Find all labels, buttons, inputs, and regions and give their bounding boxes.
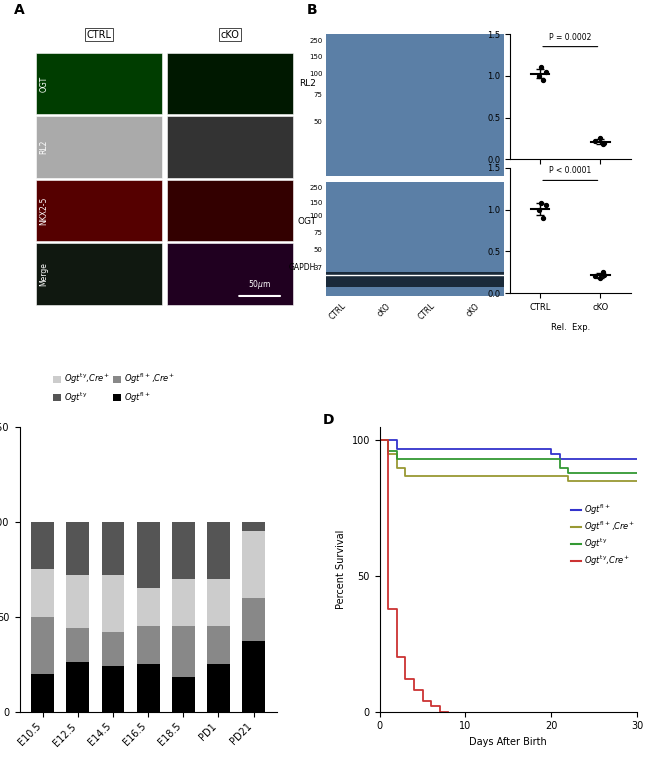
Bar	[66, 628, 89, 662]
Bar	[36, 243, 162, 304]
Point	[540, 66, 551, 78]
Text: 100: 100	[309, 71, 322, 77]
Point	[534, 204, 544, 216]
Text: CTRL: CTRL	[417, 302, 437, 322]
Legend: $\mathit{Ogt}^{\mathrm{fl+}}$, $\mathit{Ogt}^{\mathrm{fl+}}$,$\mathit{Cre}^{+}$,: $\mathit{Ogt}^{\mathrm{fl+}}$, $\mathit{…	[568, 499, 638, 571]
Point	[538, 74, 548, 86]
Bar	[172, 626, 195, 678]
Text: cKO: cKO	[376, 302, 393, 319]
Point	[599, 269, 609, 281]
Text: OGT: OGT	[40, 76, 48, 92]
Text: 50: 50	[314, 120, 322, 126]
Point	[534, 70, 544, 82]
Bar	[136, 664, 160, 712]
Text: 250: 250	[309, 38, 322, 44]
Bar	[66, 662, 89, 712]
Text: D: D	[323, 413, 335, 427]
Bar	[31, 522, 54, 569]
Bar	[66, 522, 89, 575]
Point	[536, 197, 547, 209]
Bar	[167, 180, 293, 241]
Legend: $\mathit{Ogt}^{\mathrm{ty}}$,$\mathit{Cre}^{+}$, $\mathit{Ogt}^{\mathrm{ty}}$, $: $\mathit{Ogt}^{\mathrm{ty}}$,$\mathit{Cr…	[49, 369, 178, 408]
Bar	[207, 664, 230, 712]
Bar	[242, 531, 265, 598]
Text: 150: 150	[309, 200, 322, 206]
Point	[536, 61, 547, 73]
Point	[595, 132, 605, 145]
Text: P = 0.0002: P = 0.0002	[549, 33, 592, 42]
Text: 75: 75	[314, 230, 322, 236]
Bar	[101, 522, 124, 575]
Bar	[326, 34, 504, 176]
Point	[590, 270, 601, 282]
Bar	[207, 579, 230, 626]
Bar	[207, 522, 230, 579]
Text: 250: 250	[309, 185, 322, 191]
Bar	[136, 522, 160, 588]
Text: CTRL: CTRL	[328, 302, 348, 322]
Text: P < 0.0001: P < 0.0001	[549, 167, 592, 176]
Text: 75: 75	[314, 92, 322, 98]
Text: RL2: RL2	[40, 140, 48, 154]
Bar	[326, 272, 504, 288]
Point	[540, 199, 551, 211]
Text: A: A	[14, 3, 25, 17]
Bar	[167, 117, 293, 178]
Bar	[167, 243, 293, 304]
Point	[538, 212, 548, 224]
X-axis label: Rel.  Exp.: Rel. Exp.	[551, 323, 590, 332]
Point	[598, 266, 608, 279]
Bar	[242, 598, 265, 641]
Bar	[31, 617, 54, 674]
Bar	[242, 522, 265, 531]
Bar	[36, 53, 162, 114]
Text: 100: 100	[309, 213, 322, 220]
Text: Merge: Merge	[40, 262, 48, 286]
Bar	[242, 641, 265, 712]
Bar	[31, 674, 54, 712]
Bar	[66, 575, 89, 628]
Text: NKX2-5: NKX2-5	[40, 196, 48, 225]
Text: OGT: OGT	[297, 217, 317, 226]
Bar	[172, 579, 195, 626]
Text: 50$\mu$m: 50$\mu$m	[248, 278, 271, 291]
Bar	[101, 666, 124, 712]
Y-axis label: Percent Survival: Percent Survival	[336, 530, 346, 609]
Text: CTRL: CTRL	[86, 30, 111, 40]
Bar	[207, 626, 230, 664]
Text: RL2: RL2	[300, 79, 317, 89]
Bar	[31, 569, 54, 617]
Bar	[136, 626, 160, 664]
Point	[599, 136, 609, 148]
Point	[590, 135, 601, 147]
Bar	[167, 53, 293, 114]
Text: 50: 50	[314, 248, 322, 254]
Bar	[172, 522, 195, 579]
Bar	[326, 182, 504, 296]
Point	[598, 139, 608, 151]
Bar	[36, 180, 162, 241]
Bar	[172, 678, 195, 712]
Point	[595, 272, 605, 284]
Text: cKO: cKO	[220, 30, 239, 40]
Text: 37: 37	[313, 264, 322, 270]
Bar	[101, 575, 124, 632]
Bar	[136, 588, 160, 626]
Text: 150: 150	[309, 54, 322, 60]
Text: GAPDH: GAPDH	[289, 263, 317, 272]
X-axis label: Days After Birth: Days After Birth	[469, 737, 547, 747]
Text: cKO: cKO	[465, 302, 482, 319]
Bar	[101, 632, 124, 666]
Bar	[36, 117, 162, 178]
Text: B: B	[307, 3, 317, 17]
